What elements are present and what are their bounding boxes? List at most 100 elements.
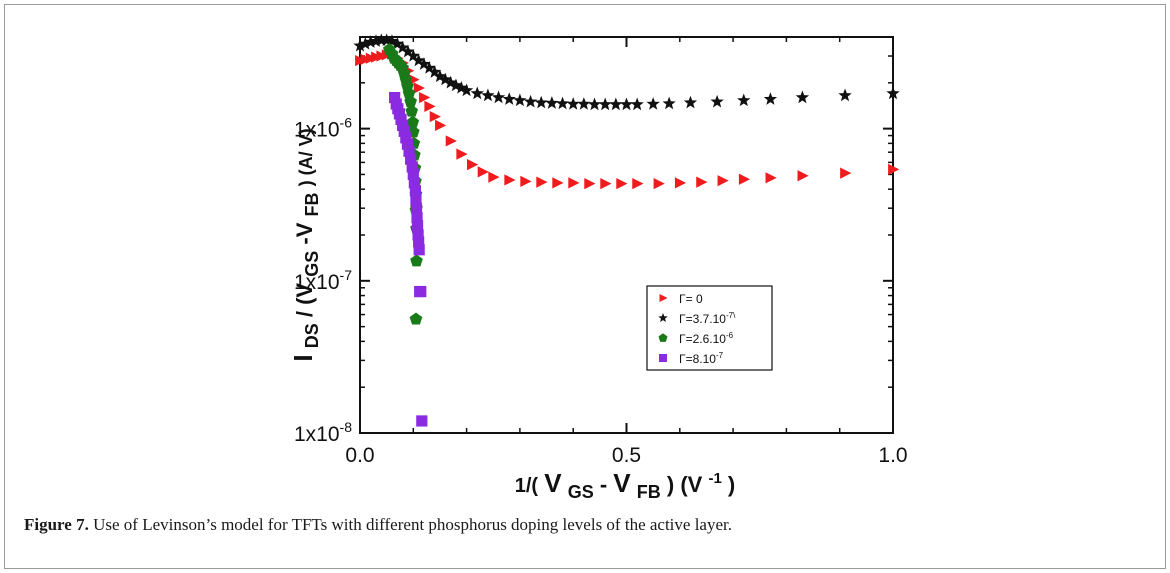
data-point — [838, 88, 852, 102]
chart: 0.0 0.5 1.0 1x10-8 1x10-7 1x10-6 Γ= 0 Γ=3.7.1… — [288, 33, 908, 500]
x-title-suffix: ) (V — [667, 472, 703, 497]
x-axis: 0.0 0.5 1.0 — [345, 37, 908, 467]
y-tick-label: 1x10-6 — [294, 115, 352, 142]
x-tick-label: 0.0 — [345, 444, 374, 467]
data-point — [413, 244, 425, 256]
x-title-prefix: 1/( — [515, 475, 539, 497]
data-point — [411, 220, 424, 232]
legend-marker — [658, 313, 668, 323]
y-title-unit: ) (A/ V) — [296, 128, 316, 186]
data-point — [401, 44, 415, 58]
data-point — [410, 194, 422, 206]
legend-box — [646, 285, 773, 371]
legend-label: Γ=8.10-7 — [679, 351, 724, 366]
data-point — [646, 97, 660, 110]
data-point — [481, 88, 495, 102]
data-point — [632, 178, 644, 190]
x-title-sub2: FB — [637, 482, 661, 500]
data-point — [459, 83, 474, 97]
data-point — [427, 65, 442, 78]
x-title-sub1: GS — [568, 482, 594, 500]
data-point — [534, 95, 548, 109]
figure-caption: Figure 7. Use of Levinson’s model for TF… — [24, 515, 1144, 535]
data-point — [568, 177, 580, 189]
data-point — [395, 113, 407, 125]
legend-label: Γ= 0 — [679, 292, 703, 306]
y-title-dash: -V — [292, 222, 317, 244]
figure-caption-text: Use of Levinson’s model for TFTs with di… — [93, 515, 732, 534]
data-point — [449, 78, 463, 92]
data-point — [402, 86, 416, 99]
data-point — [406, 115, 420, 128]
data-point — [415, 285, 427, 298]
data-point — [470, 86, 484, 100]
data-point — [888, 163, 900, 175]
series-4 — [389, 91, 428, 427]
plot-area — [359, 36, 894, 434]
data-point — [491, 90, 506, 104]
data-point — [545, 96, 559, 109]
data-point — [717, 175, 729, 187]
x-axis-title: 1/( V GS - V FB ) (V -1 ) — [515, 463, 736, 500]
legend-marker — [659, 294, 668, 302]
data-point — [398, 125, 410, 137]
data-point — [412, 229, 424, 241]
data-point — [674, 177, 687, 189]
data-point — [422, 61, 436, 74]
data-point — [738, 173, 751, 185]
data-point — [374, 33, 388, 47]
figure-caption-label: Figure 7. — [24, 515, 89, 534]
data-point — [433, 69, 447, 83]
y-tick-label: 1x10-8 — [294, 419, 352, 446]
x-title-close: ) — [728, 472, 735, 497]
data-point — [401, 138, 414, 150]
data-point — [555, 96, 570, 110]
data-point — [467, 159, 479, 171]
data-point — [409, 312, 423, 325]
data-point — [358, 36, 372, 50]
data-point — [763, 92, 778, 105]
data-point — [410, 254, 423, 267]
data-point — [369, 34, 383, 47]
series-2 — [353, 33, 900, 111]
data-point — [662, 96, 676, 110]
data-point — [456, 148, 468, 160]
y-tick-label: 1x10-7 — [294, 267, 352, 294]
data-point — [405, 153, 417, 165]
data-point — [616, 178, 628, 190]
y-title-sub2: FB — [302, 193, 322, 217]
data-point — [566, 97, 580, 110]
data-point — [397, 119, 409, 132]
legend-label: Γ=2.6.10-6 — [679, 331, 734, 346]
data-point — [609, 97, 623, 111]
data-point — [395, 40, 410, 54]
data-point — [653, 178, 665, 190]
data-point — [513, 93, 527, 107]
data-point — [364, 35, 378, 48]
legend: Γ= 0 Γ=3.7.10-7\ Γ=2.6.10-6 Γ=8.10-7 — [646, 285, 773, 371]
data-point — [419, 91, 431, 104]
data-point — [630, 97, 644, 111]
x-title-v2: V — [613, 468, 631, 498]
series-layer — [353, 33, 900, 427]
data-point — [552, 177, 564, 189]
y-axis: 1x10-8 1x10-7 1x10-6 — [294, 36, 893, 446]
data-point — [765, 172, 777, 184]
data-point — [683, 95, 698, 109]
data-point — [413, 236, 425, 248]
y-title-i-sub: DS — [302, 323, 322, 348]
data-point — [710, 94, 724, 108]
data-point — [619, 97, 634, 111]
data-point — [389, 91, 401, 104]
data-point — [416, 415, 428, 427]
data-point — [403, 145, 415, 157]
figure-frame — [4, 4, 1166, 569]
data-point — [390, 36, 404, 50]
data-point — [797, 170, 809, 182]
data-point — [424, 100, 436, 112]
legend-marker — [658, 333, 668, 342]
data-point — [520, 175, 532, 188]
y-title-sub1: GS — [302, 251, 322, 277]
data-point — [488, 171, 500, 183]
x-title-v1: V — [544, 468, 562, 498]
